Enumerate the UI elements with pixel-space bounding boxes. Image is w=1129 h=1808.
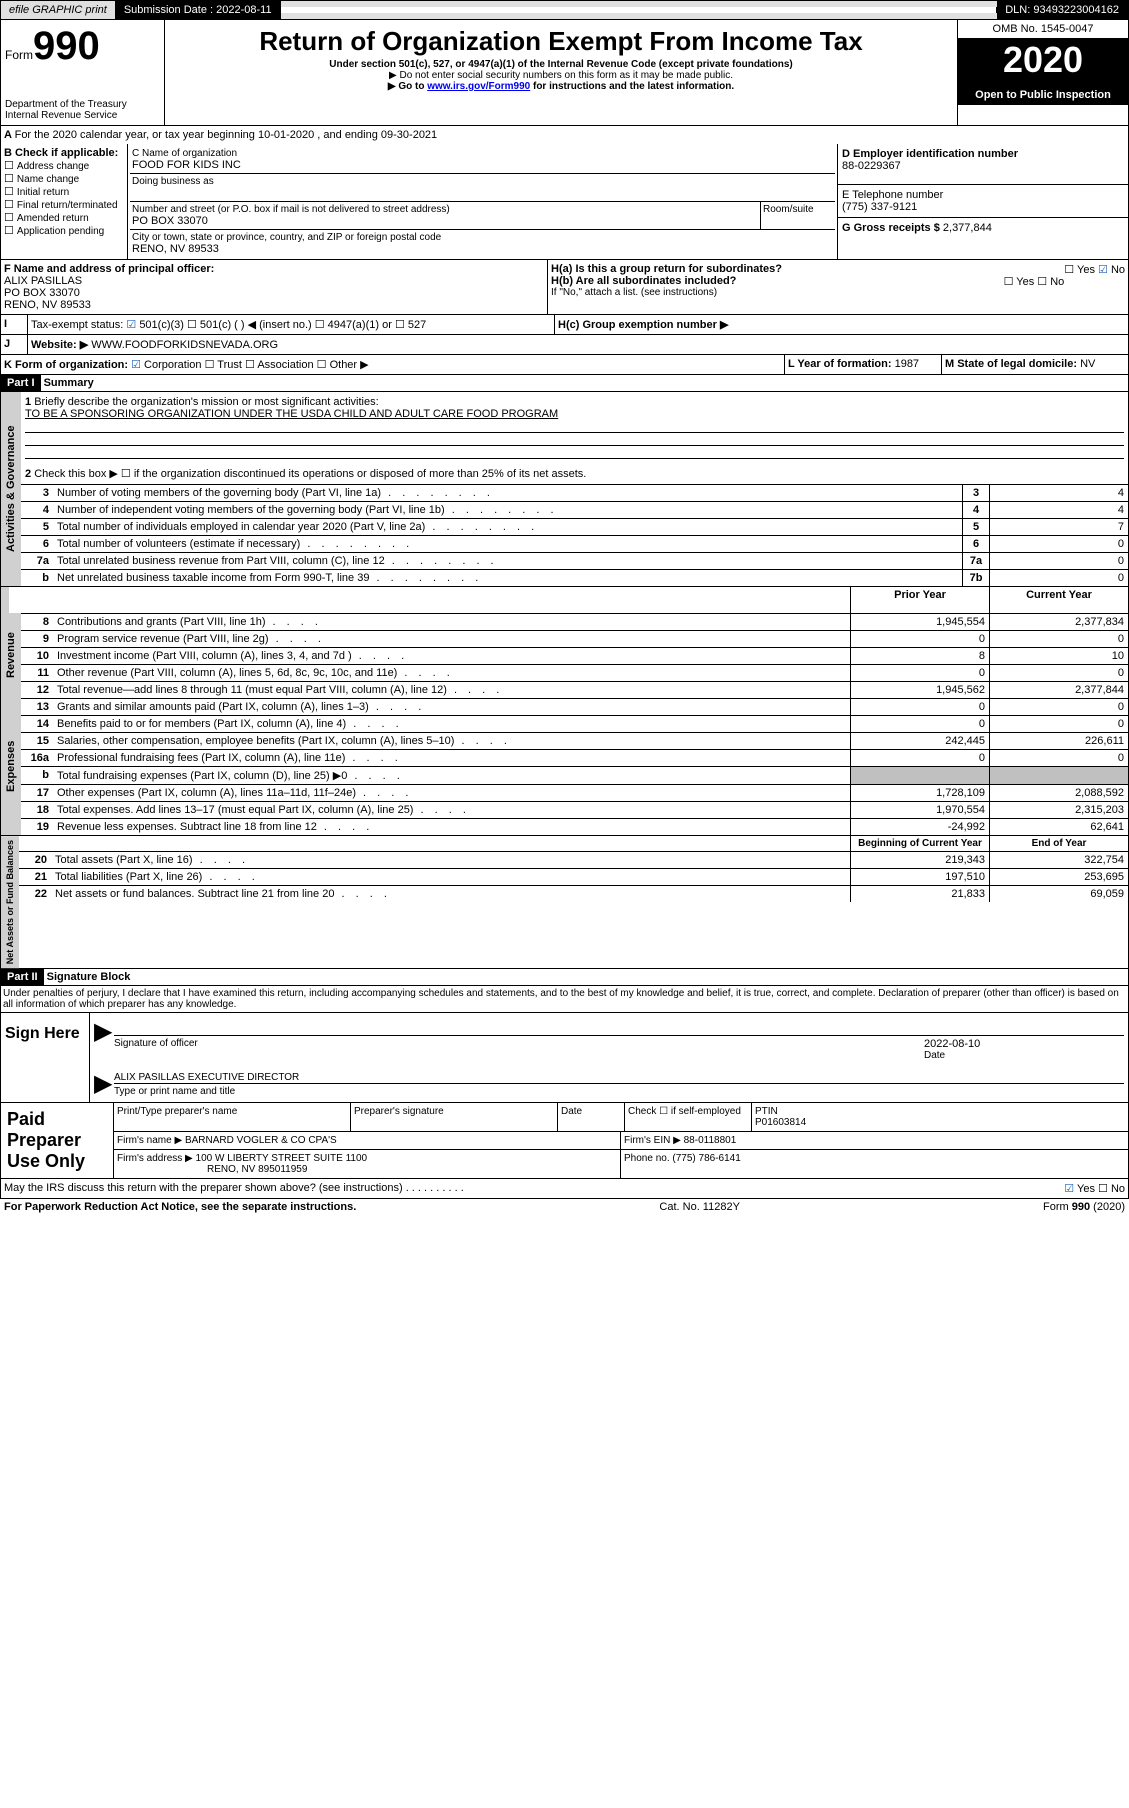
checkbox-name-change[interactable]: Name change bbox=[4, 172, 124, 185]
firm-ein-label: Firm's EIN ▶ bbox=[624, 1135, 681, 1146]
form-of-org: K Form of organization: Corporation Trus… bbox=[1, 355, 785, 374]
discuss-line: May the IRS discuss this return with the… bbox=[1, 1179, 1128, 1198]
prep-selfemp: Check ☐ if self-employed bbox=[625, 1103, 752, 1131]
checkbox-application-pending[interactable]: Application pending bbox=[4, 224, 124, 237]
phone-label: E Telephone number bbox=[842, 189, 1124, 201]
form-header: Form990 Department of the Treasury Inter… bbox=[0, 20, 1129, 126]
gross-value: 2,377,844 bbox=[943, 222, 992, 234]
part1-title: Summary bbox=[44, 377, 94, 389]
q2: Check this box ▶ ☐ if the organization d… bbox=[34, 468, 586, 480]
street-label: Number and street (or P.O. box if mail i… bbox=[132, 204, 758, 215]
sign-here-label: Sign Here bbox=[1, 1013, 90, 1102]
h-c: H(c) Group exemption number ▶ bbox=[555, 315, 1128, 334]
subtitle-2: Do not enter social security numbers on … bbox=[169, 70, 953, 81]
tax-exempt: Tax-exempt status: 501(c)(3) 501(c) ( ) … bbox=[28, 315, 555, 334]
sig-date-label: Date bbox=[924, 1050, 1124, 1061]
firm-addr2: RENO, NV 895011959 bbox=[207, 1164, 307, 1175]
sig-name: ALIX PASILLAS EXECUTIVE DIRECTOR bbox=[114, 1072, 299, 1083]
efile-label[interactable]: efile GRAPHIC print bbox=[1, 1, 116, 19]
org-name-label: C Name of organization bbox=[132, 148, 833, 159]
sig-officer-label: Signature of officer bbox=[114, 1038, 924, 1061]
firm-phone-label: Phone no. bbox=[624, 1153, 670, 1164]
dept-treasury: Department of the Treasury bbox=[5, 99, 160, 110]
checkbox-final-return-terminated[interactable]: Final return/terminated bbox=[4, 198, 124, 211]
room-label: Room/suite bbox=[760, 202, 835, 229]
col2-current: End of Year bbox=[989, 836, 1128, 851]
subtitle-3: Go to www.irs.gov/Form990 for instructio… bbox=[169, 81, 953, 92]
h-b-note: If "No," attach a list. (see instruction… bbox=[551, 287, 1125, 298]
gross-label: G Gross receipts $ bbox=[842, 222, 940, 234]
top-bar: efile GRAPHIC print Submission Date : 20… bbox=[0, 0, 1129, 20]
form-label: Form bbox=[5, 48, 33, 62]
part1-header: Part I bbox=[1, 375, 41, 391]
side-expenses: Expenses bbox=[1, 698, 21, 835]
form-number: 990 bbox=[33, 24, 100, 68]
website: Website: ▶ WWW.FOODFORKIDSNEVADA.ORG bbox=[28, 335, 1128, 354]
h-b: H(b) Are all subordinates included? Yes … bbox=[551, 275, 1125, 287]
return-title: Return of Organization Exempt From Incom… bbox=[169, 26, 953, 57]
org-name: FOOD FOR KIDS INC bbox=[132, 159, 833, 171]
col-prior: Prior Year bbox=[850, 587, 989, 613]
part2-title: Signature Block bbox=[47, 971, 131, 983]
prep-name-hdr: Print/Type preparer's name bbox=[114, 1103, 351, 1131]
q1-answer: TO BE A SPONSORING ORGANIZATION UNDER TH… bbox=[25, 408, 558, 420]
declaration: Under penalties of perjury, I declare th… bbox=[1, 985, 1128, 1012]
dba-label: Doing business as bbox=[132, 176, 833, 187]
ptin-label: PTIN bbox=[755, 1106, 778, 1117]
prep-sig-hdr: Preparer's signature bbox=[351, 1103, 558, 1131]
sig-name-label: Type or print name and title bbox=[114, 1086, 1124, 1097]
ein-label: D Employer identification number bbox=[842, 148, 1124, 160]
form-footer: Form 990 (2020) bbox=[1043, 1201, 1125, 1213]
checkbox-initial-return[interactable]: Initial return bbox=[4, 185, 124, 198]
q1: Briefly describe the organization's miss… bbox=[34, 396, 378, 408]
phone: (775) 337-9121 bbox=[842, 201, 1124, 213]
open-public: Open to Public Inspection bbox=[958, 85, 1128, 105]
prep-date-hdr: Date bbox=[558, 1103, 625, 1131]
street: PO BOX 33070 bbox=[132, 215, 758, 227]
ein: 88-0229367 bbox=[842, 160, 1124, 172]
city: RENO, NV 89533 bbox=[132, 243, 833, 255]
col2-prior: Beginning of Current Year bbox=[850, 836, 989, 851]
firm-addr1: 100 W LIBERTY STREET SUITE 1100 bbox=[196, 1153, 368, 1164]
irs-label: Internal Revenue Service bbox=[5, 110, 160, 121]
firm-ein: 88-0118801 bbox=[684, 1135, 737, 1146]
sig-date: 2022-08-10 bbox=[924, 1038, 980, 1050]
pra-notice: For Paperwork Reduction Act Notice, see … bbox=[4, 1201, 356, 1213]
state-domicile: M State of legal domicile: NV bbox=[942, 355, 1128, 374]
checkbox-address-change[interactable]: Address change bbox=[4, 159, 124, 172]
city-label: City or town, state or province, country… bbox=[132, 232, 833, 243]
omb-number: OMB No. 1545-0047 bbox=[958, 20, 1128, 39]
subtitle-1: Under section 501(c), 527, or 4947(a)(1)… bbox=[169, 59, 953, 70]
checkbox-amended-return[interactable]: Amended return bbox=[4, 211, 124, 224]
firm-name: BARNARD VOGLER & CO CPA'S bbox=[185, 1135, 337, 1146]
dln: DLN: 93493223004162 bbox=[997, 1, 1128, 19]
col-current: Current Year bbox=[989, 587, 1128, 613]
firm-phone: (775) 786-6141 bbox=[672, 1153, 740, 1164]
cat-no: Cat. No. 11282Y bbox=[659, 1201, 740, 1213]
year-formation: L Year of formation: 1987 bbox=[785, 355, 942, 374]
ptin: P01603814 bbox=[755, 1117, 806, 1128]
section-b-header: B Check if applicable: bbox=[4, 147, 124, 159]
paid-preparer-label: Paid Preparer Use Only bbox=[1, 1103, 114, 1178]
part2-header: Part II bbox=[1, 969, 44, 985]
firm-label: Firm's name ▶ bbox=[117, 1135, 182, 1146]
section-f: F Name and address of principal officer:… bbox=[4, 263, 544, 311]
irs-link[interactable]: www.irs.gov/Form990 bbox=[427, 81, 530, 92]
tax-year: 2020 bbox=[958, 39, 1128, 85]
firm-addr-label: Firm's address ▶ bbox=[117, 1153, 193, 1164]
side-revenue: Revenue bbox=[1, 613, 21, 698]
side-netassets: Net Assets or Fund Balances bbox=[1, 836, 19, 968]
line-a: A For the 2020 calendar year, or tax yea… bbox=[1, 126, 1128, 144]
side-activities: Activities & Governance bbox=[1, 392, 21, 586]
submission-date: Submission Date : 2022-08-11 bbox=[116, 1, 281, 19]
h-a: H(a) Is this a group return for subordin… bbox=[551, 263, 1125, 275]
